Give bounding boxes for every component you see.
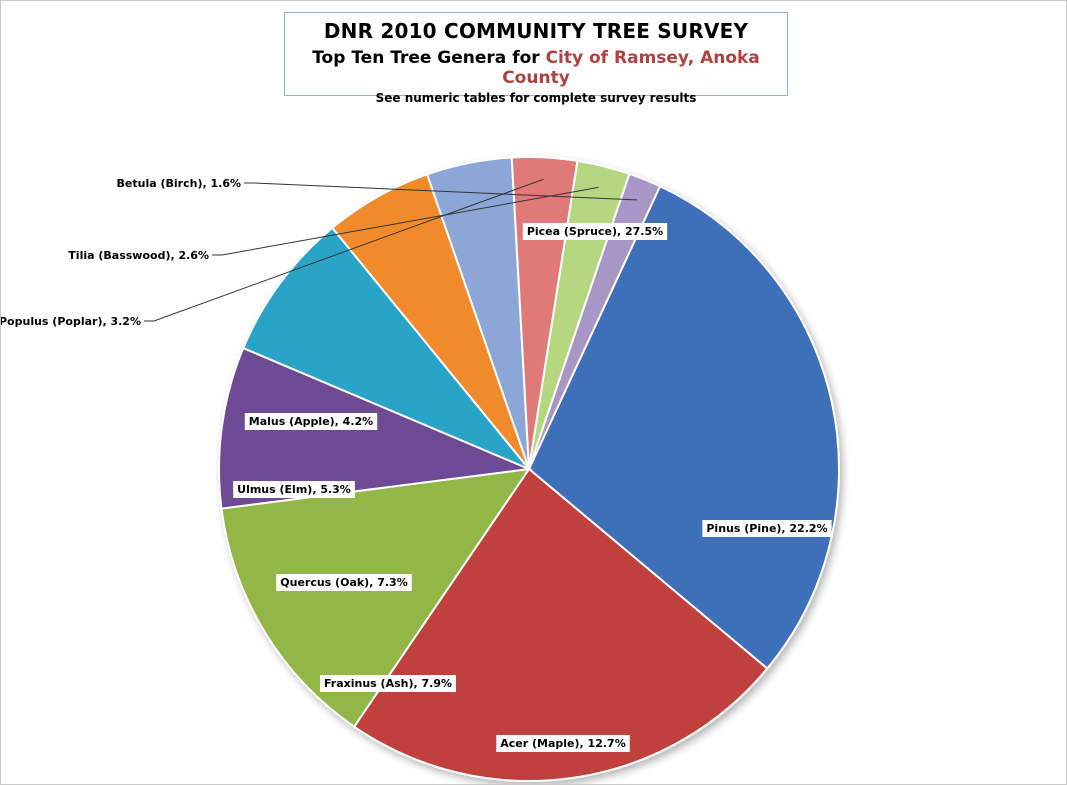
slice-label-group: Picea (Spruce), 27.5% — [522, 223, 668, 240]
chart-note: See numeric tables for complete survey r… — [375, 91, 697, 105]
slice-label-group: Acer (Maple), 12.7% — [496, 735, 630, 752]
slice-label-group: Fraxinus (Ash), 7.9% — [319, 675, 457, 692]
slice-label: Ulmus (Elm), 5.3% — [237, 483, 351, 496]
slice-label: Picea (Spruce), 27.5% — [527, 225, 663, 238]
slice-label: Acer (Maple), 12.7% — [500, 737, 625, 750]
slice-label: Betula (Birch), 1.6% — [117, 177, 241, 190]
slice-label-box — [244, 413, 378, 430]
slice-label: Fraxinus (Ash), 7.9% — [324, 677, 452, 690]
slice-label-group: Tilia (Basswood), 2.6% — [68, 186, 599, 262]
leader-line — [212, 186, 599, 256]
slice-label-box — [702, 520, 832, 537]
slice-label-group: Populus (Poplar), 3.2% — [1, 178, 544, 328]
slice-label: Populus (Poplar), 3.2% — [1, 315, 141, 328]
slice-label-group: Malus (Apple), 4.2% — [244, 413, 378, 430]
pie-slice-quercus-oak — [241, 226, 530, 470]
slice-label: Tilia (Basswood), 2.6% — [68, 249, 209, 262]
slice-label-box — [319, 675, 457, 692]
slice-label: Malus (Apple), 4.2% — [249, 415, 373, 428]
leader-line — [244, 182, 637, 201]
slice-label-box — [276, 574, 412, 591]
chart-subtitle: Top Ten Tree Genera for City of Ramsey, … — [285, 48, 787, 88]
leader-line — [144, 178, 544, 322]
chart-title: DNR 2010 COMMUNITY TREE SURVEY — [323, 19, 749, 43]
slice-label-group: Pinus (Pine), 22.2% — [702, 520, 832, 537]
subtitle-prefix: Top Ten Tree Genera for — [312, 48, 546, 68]
pie-slice-picea-spruce — [527, 184, 840, 670]
slice-label-box — [496, 735, 630, 752]
slice-label: Quercus (Oak), 7.3% — [280, 576, 407, 589]
slice-label-box — [522, 223, 668, 240]
pie-slice-acer-maple — [220, 467, 532, 729]
pie-slice-betula-birch — [528, 172, 662, 470]
slice-label-group: Ulmus (Elm), 5.3% — [233, 481, 355, 498]
slice-label-group: Betula (Birch), 1.6% — [117, 177, 637, 201]
subtitle-highlight: City of Ramsey, Anoka County — [502, 48, 760, 88]
slice-label-box — [233, 481, 355, 498]
slice-label-group: Quercus (Oak), 7.3% — [276, 574, 412, 591]
pie-slice-pinus-pine — [352, 467, 769, 782]
slice-label: Pinus (Pine), 22.2% — [706, 522, 827, 535]
title-box: DNR 2010 COMMUNITY TREE SURVEY Top Ten T… — [284, 12, 788, 105]
